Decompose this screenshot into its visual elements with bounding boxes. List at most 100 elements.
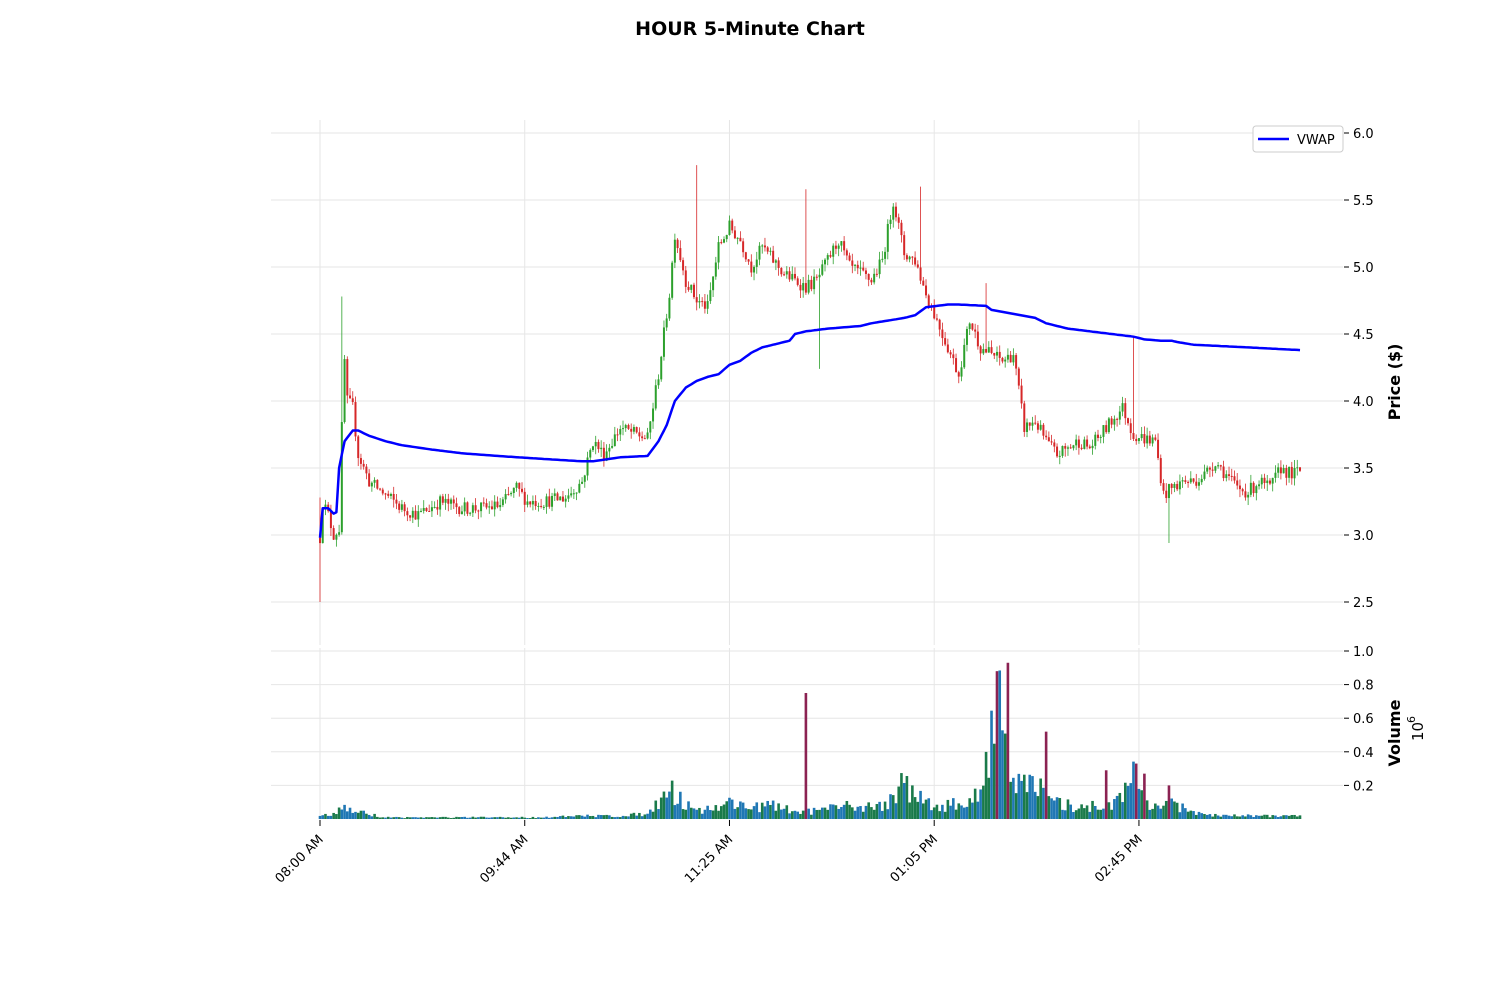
- volume-bar: [433, 817, 436, 819]
- volume-bar: [466, 817, 469, 819]
- volume-bar: [897, 786, 901, 819]
- candle-body: [878, 259, 881, 275]
- volume-bar: [711, 810, 715, 819]
- candle-body: [742, 241, 745, 253]
- volume-bar: [921, 803, 925, 819]
- candle-body: [777, 260, 780, 268]
- candle-body: [521, 488, 524, 492]
- volume-bar: [605, 814, 608, 819]
- volume-bar: [679, 791, 682, 819]
- volume-bar: [438, 817, 442, 819]
- volume-bar: [1205, 814, 1209, 819]
- candle-body: [815, 276, 818, 278]
- volume-bar: [799, 813, 802, 819]
- candle-body: [602, 447, 605, 461]
- volume-bar: [1255, 815, 1258, 819]
- volume-bar: [719, 806, 723, 819]
- volume-bar: [870, 807, 873, 819]
- volume-bar: [796, 811, 800, 819]
- candle-body: [862, 267, 865, 271]
- candle-body: [1056, 446, 1059, 457]
- volume-bar: [902, 782, 906, 819]
- price-y-tick-label: 2.5: [1353, 596, 1374, 611]
- candle-body: [881, 258, 884, 260]
- volume-bar: [1020, 780, 1023, 819]
- candle-body: [1001, 357, 1004, 362]
- volume-bar: [1154, 803, 1157, 819]
- candle-body: [1208, 467, 1211, 470]
- candle-body: [586, 457, 589, 476]
- candle-body: [1015, 355, 1018, 369]
- candle-body: [949, 352, 952, 355]
- volume-bars: [318, 662, 1302, 819]
- candle-body: [1159, 458, 1162, 484]
- candle-body: [1157, 439, 1160, 459]
- candle-body: [420, 510, 423, 512]
- candle-body: [485, 503, 488, 508]
- candle-body: [1031, 422, 1034, 426]
- volume-bar: [1053, 800, 1056, 819]
- volume-bar: [891, 795, 895, 819]
- volume-bar: [1143, 773, 1146, 819]
- candle-body: [1236, 480, 1239, 486]
- volume-bar: [343, 804, 346, 819]
- candle-body: [875, 273, 878, 275]
- volume-bar: [545, 816, 548, 819]
- volume-bar: [1088, 811, 1092, 819]
- candle-body: [632, 427, 635, 432]
- candle-body: [720, 242, 723, 244]
- volume-bar: [842, 804, 846, 819]
- candle-body: [873, 273, 876, 283]
- candle-body: [671, 262, 674, 298]
- candle-body: [717, 242, 720, 263]
- candle-body: [1102, 425, 1105, 437]
- volume-bar: [422, 817, 426, 819]
- volume-bar: [471, 816, 475, 819]
- volume-bar: [1012, 777, 1015, 819]
- volume-bar: [864, 805, 868, 819]
- candle-body: [1217, 465, 1220, 467]
- candle-body: [1026, 422, 1029, 432]
- volume-bar: [509, 817, 513, 819]
- candle-body: [706, 301, 709, 309]
- candle-body: [480, 502, 483, 512]
- candle-body: [933, 307, 936, 319]
- volume-bar: [1246, 814, 1250, 819]
- candlesticks: [319, 165, 1301, 602]
- candle-body: [889, 219, 892, 224]
- candle-body: [993, 352, 996, 356]
- candle-body: [1124, 403, 1127, 419]
- candle-body: [859, 267, 862, 269]
- volume-bar: [359, 810, 363, 819]
- candle-body: [518, 482, 521, 489]
- volume-bar: [908, 802, 911, 819]
- candle-body: [867, 273, 870, 280]
- candle-body: [414, 510, 417, 520]
- volume-bar: [771, 800, 775, 819]
- volume-bar: [362, 810, 365, 819]
- volume-bar: [381, 817, 385, 819]
- volume-bar: [351, 812, 355, 819]
- volume-bar: [676, 803, 679, 819]
- volume-bar: [651, 811, 655, 819]
- candle-body: [1105, 425, 1108, 433]
- candle-body: [998, 351, 1001, 358]
- candle-body: [529, 501, 532, 505]
- candle-body: [368, 473, 371, 487]
- candle-body: [1266, 480, 1269, 484]
- volume-bar: [941, 804, 944, 819]
- candle-body: [1072, 445, 1075, 449]
- volume-bar: [927, 798, 931, 819]
- volume-y-tick-label: 0.2: [1353, 779, 1374, 794]
- candle-body: [619, 428, 622, 435]
- volume-bar: [1298, 815, 1302, 819]
- volume-bar: [1290, 814, 1294, 819]
- candle-body: [332, 528, 335, 540]
- candle-body: [537, 505, 540, 507]
- candle-body: [1066, 447, 1069, 449]
- volume-bar: [905, 776, 909, 819]
- candle-body: [387, 493, 390, 496]
- candle-body: [1132, 433, 1135, 439]
- volume-bar: [807, 808, 810, 819]
- candle-body: [1285, 467, 1288, 478]
